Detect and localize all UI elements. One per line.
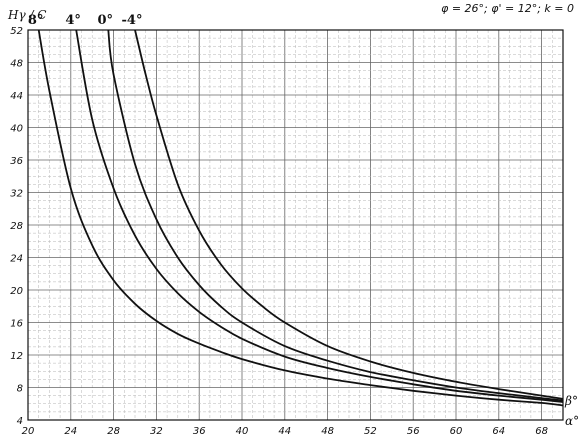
- x-axis-label: α°: [565, 414, 578, 428]
- x-tick-label: 28: [107, 426, 120, 437]
- series-label: 8°: [28, 13, 44, 28]
- series-label: 4°: [65, 13, 81, 28]
- curve-labels: 8° 4° 0° -4°: [28, 13, 143, 28]
- series-line: [134, 29, 564, 400]
- y-tick-label: 28: [10, 221, 23, 232]
- series-line: [75, 29, 564, 403]
- y-tick-label: 40: [10, 124, 23, 135]
- x-tick-label: 44: [278, 426, 291, 437]
- plot-frame: [27, 29, 564, 421]
- x-tick-label: 24: [64, 426, 77, 437]
- x-tick-label: 36: [193, 426, 206, 437]
- series-label: 0°: [97, 13, 113, 28]
- y-tick-label: 8: [17, 384, 23, 395]
- x-tick-label: 68: [535, 426, 548, 437]
- grid: [28, 30, 563, 420]
- y-tick-label: 36: [10, 156, 23, 167]
- series-line: [107, 29, 564, 402]
- series-line: [37, 29, 564, 407]
- y-tick-label: 44: [10, 91, 23, 102]
- parameter-label: β°: [564, 394, 578, 408]
- y-tick-label: 48: [10, 59, 23, 70]
- x-tick-label: 52: [364, 426, 377, 437]
- y-tick-label: 20: [10, 286, 23, 297]
- x-tick-label: 56: [407, 426, 420, 437]
- y-tick-label: 12: [10, 351, 23, 362]
- x-tick-label: 48: [321, 426, 334, 437]
- x-tick-label: 32: [150, 426, 163, 437]
- x-tick-label: 64: [492, 426, 505, 437]
- y-tick-label: 4: [17, 416, 23, 427]
- conditions-label: φ = 26°; φ' = 12°; k = 0: [441, 2, 574, 15]
- y-tick-label: 52: [10, 26, 23, 37]
- y-tick-label: 16: [10, 319, 23, 330]
- y-tick-label: 24: [10, 254, 23, 265]
- x-tick-label: 40: [236, 426, 249, 437]
- series-label: -4°: [122, 13, 143, 28]
- tick-labels: 20 24 28 32 36 40 44 48 52 56 60 64 6848121620242832…: [10, 26, 548, 437]
- curves: [37, 29, 564, 407]
- x-tick-label: 20: [22, 426, 35, 437]
- x-tick-label: 60: [450, 426, 463, 437]
- y-tick-label: 32: [10, 189, 23, 200]
- y-axis-label: Hγ / C: [7, 8, 47, 22]
